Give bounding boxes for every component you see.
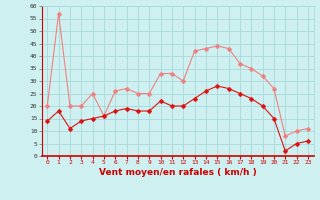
X-axis label: Vent moyen/en rafales ( km/h ): Vent moyen/en rafales ( km/h ) (99, 168, 256, 177)
